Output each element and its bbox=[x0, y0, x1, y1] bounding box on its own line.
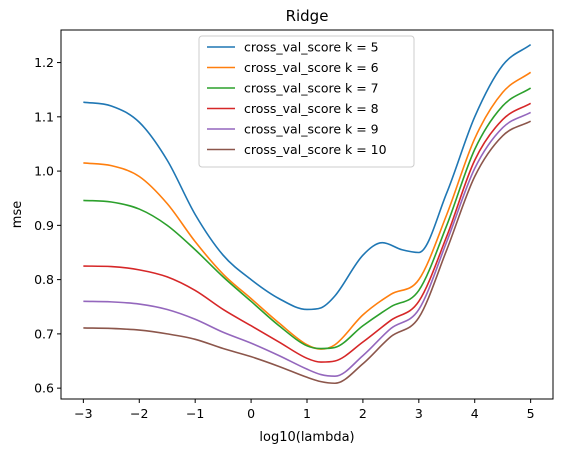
legend-label: cross_val_score k = 5 bbox=[244, 40, 379, 55]
y-tick-label: 0.7 bbox=[34, 326, 54, 341]
y-tick-label: 1.2 bbox=[34, 55, 54, 70]
y-tick-label: 0.9 bbox=[34, 218, 54, 233]
series-line-k7 bbox=[83, 87, 532, 350]
x-tick-label: 5 bbox=[527, 406, 535, 421]
y-tick-label: 0.8 bbox=[34, 272, 54, 287]
y-axis: 0.6 0.7 0.8 0.9 1.0 1.1 1.2 bbox=[34, 55, 61, 396]
x-tick-label: −3 bbox=[74, 406, 92, 421]
series-line-k9 bbox=[83, 111, 532, 378]
x-tick-label: −2 bbox=[130, 406, 148, 421]
y-axis-title: mse bbox=[10, 201, 25, 228]
legend-label: cross_val_score k = 10 bbox=[244, 142, 387, 157]
legend-label: cross_val_score k = 7 bbox=[244, 81, 379, 96]
legend-label: cross_val_score k = 9 bbox=[244, 122, 379, 137]
x-tick-label: 1 bbox=[303, 406, 311, 421]
series-layer bbox=[83, 44, 532, 385]
y-tick-label: 1.0 bbox=[34, 164, 54, 179]
legend-label: cross_val_score k = 6 bbox=[244, 60, 379, 75]
legend: cross_val_score k = 5 cross_val_score k =… bbox=[198, 35, 415, 168]
x-tick-label: 2 bbox=[359, 406, 367, 421]
series-line-k8 bbox=[83, 102, 532, 363]
x-axis-title: log10(lambda) bbox=[259, 430, 354, 445]
x-tick-label: 3 bbox=[415, 406, 423, 421]
y-tick-label: 0.6 bbox=[34, 381, 54, 396]
y-tick-label: 1.1 bbox=[34, 109, 54, 124]
x-tick-label: −1 bbox=[186, 406, 204, 421]
series-line-k5 bbox=[83, 44, 532, 311]
chart-title: Ridge bbox=[286, 7, 329, 25]
legend-box bbox=[198, 35, 415, 168]
x-tick-label: 0 bbox=[247, 406, 255, 421]
x-axis: −3 −2 −1 0 1 2 3 4 5 bbox=[74, 399, 535, 421]
x-tick-label: 4 bbox=[471, 406, 479, 421]
legend-label: cross_val_score k = 8 bbox=[244, 101, 379, 116]
series-line-k10 bbox=[83, 120, 532, 385]
